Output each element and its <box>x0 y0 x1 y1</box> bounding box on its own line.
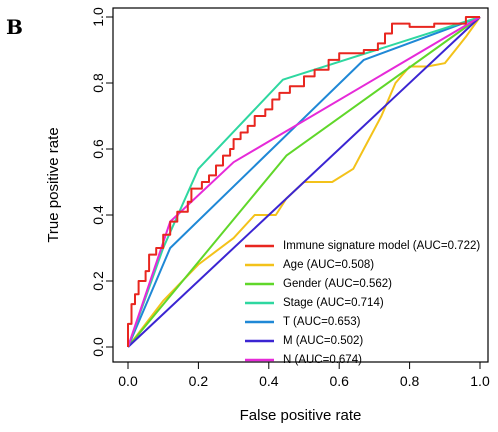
series-line-4 <box>127 16 481 348</box>
legend-label: T (AUC=0.653) <box>283 316 361 328</box>
y-tick-label: 0.4 <box>90 205 106 225</box>
x-tick-label: 0.8 <box>400 373 420 389</box>
x-tick-label: 1.0 <box>470 373 490 389</box>
series-line-5 <box>127 16 481 348</box>
series-line-6 <box>127 16 481 348</box>
plot-frame <box>112 7 489 363</box>
x-axis-title: False positive rate <box>240 407 362 424</box>
y-tick-label: 1.0 <box>90 7 106 27</box>
legend-label: M (AUC=0.502) <box>283 335 363 347</box>
y-tick-label: 0.6 <box>90 139 106 159</box>
series-line-3 <box>127 16 481 348</box>
series-layer <box>127 16 481 348</box>
legend-label: N (AUC=0.674) <box>283 354 362 366</box>
series-line-2 <box>127 16 481 348</box>
legend-label: Gender (AUC=0.562) <box>283 278 392 290</box>
x-tick-label: 0.0 <box>118 373 138 389</box>
x-tick-label: 0.4 <box>259 373 279 389</box>
panel-label: B <box>6 15 23 39</box>
y-axis-title: True positive rate <box>45 127 62 242</box>
y-tick-label: 0.2 <box>90 271 106 291</box>
legend: Immune signature model (AUC=0.722) Age (A… <box>245 240 480 366</box>
y-tick-label: 0.0 <box>90 337 106 357</box>
series-line-0 <box>127 16 480 347</box>
series-line-1 <box>127 16 481 348</box>
x-tick-label: 0.6 <box>329 373 349 389</box>
x-tick-label: 0.2 <box>189 373 209 389</box>
axis-layer: 0.0 0.2 0.4 0.6 0.8 1.0 0.0 0.2 0.4 0.6 0.8 1.0 <box>90 7 490 389</box>
y-tick-label: 0.8 <box>90 73 106 93</box>
legend-label: Stage (AUC=0.714) <box>283 297 384 309</box>
legend-label: Immune signature model (AUC=0.722) <box>283 240 480 252</box>
legend-label: Age (AUC=0.508) <box>283 259 374 271</box>
